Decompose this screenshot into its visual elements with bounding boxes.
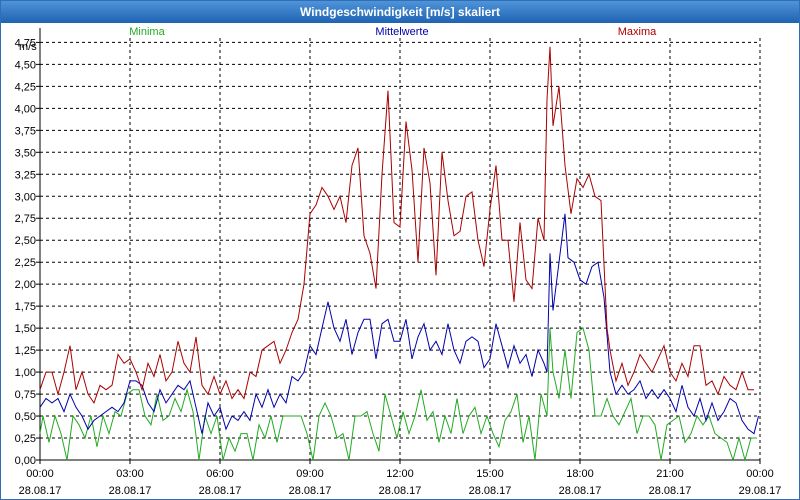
x-tick-time: 03:00 (116, 468, 144, 480)
y-tick-label: 3,00 (15, 191, 36, 203)
x-tick-time: 18:00 (566, 468, 594, 480)
x-tick-date: 28.08.17 (109, 485, 152, 497)
y-tick-label: 1,25 (15, 345, 36, 357)
axes (36, 28, 761, 464)
series-lines (39, 46, 759, 462)
x-tick-date: 28.08.17 (19, 485, 62, 497)
x-tick-date: 28.08.17 (289, 485, 332, 497)
x-tick-labels: 00:00 28.08.17 03:00 28.08.17 06:00 28.08.17 0… (19, 468, 782, 497)
y-axis-unit: m/s (19, 41, 37, 53)
y-tick-label: 1,75 (15, 301, 36, 313)
y-tick-label: 0,75 (15, 389, 36, 401)
y-tick-label: 3,25 (15, 169, 36, 181)
y-tick-label: 3,75 (15, 125, 36, 137)
y-tick-label: 3,50 (15, 147, 36, 159)
legend-item: Maxima (618, 26, 657, 38)
x-tick-time: 15:00 (476, 468, 504, 480)
chart-title: Windgeschwindigkeit [m/s] skaliert (1, 1, 799, 23)
legend-item: Mittelwerte (375, 26, 428, 38)
x-tick-date: 29.08.17 (739, 485, 782, 497)
y-tick-label: 4,25 (15, 81, 36, 93)
series-line-maxima (39, 46, 754, 405)
x-tick-date: 28.08.17 (469, 485, 512, 497)
y-tick-label: 0,00 (15, 455, 36, 467)
legend: Minima Mittelwerte Maxima (129, 26, 657, 38)
legend-item: Minima (129, 26, 165, 38)
x-tick-time: 06:00 (206, 468, 234, 480)
y-tick-label: 2,75 (15, 213, 36, 225)
y-tick-labels: 0,00 0,25 0,50 0,75 1,00 1,25 1,50 1,75 2,00 2,25… (15, 37, 36, 467)
x-tick-date: 28.08.17 (379, 485, 422, 497)
y-tick-label: 4,50 (15, 59, 36, 71)
y-tick-label: 2,25 (15, 257, 36, 269)
y-tick-label: 4,00 (15, 103, 36, 115)
series-line-mittelwerte (39, 213, 759, 435)
y-tick-label: 1,00 (15, 367, 36, 379)
y-tick-label: 1,50 (15, 323, 36, 335)
x-tick-date: 28.08.17 (559, 485, 602, 497)
y-tick-label: 2,00 (15, 279, 36, 291)
x-tick-date: 28.08.17 (649, 485, 692, 497)
x-tick-time: 12:00 (386, 468, 414, 480)
y-tick-label: 4,75 (15, 37, 36, 49)
x-tick-time: 00:00 (746, 468, 774, 480)
y-tick-label: 0,25 (15, 433, 36, 445)
x-tick-time: 21:00 (656, 468, 684, 480)
grid (39, 38, 761, 461)
y-tick-label: 2,50 (15, 235, 36, 247)
x-tick-date: 28.08.17 (199, 485, 242, 497)
x-tick-time: 00:00 (26, 468, 54, 480)
x-tick-time: 09:00 (296, 468, 324, 480)
y-tick-label: 0,50 (15, 411, 36, 423)
